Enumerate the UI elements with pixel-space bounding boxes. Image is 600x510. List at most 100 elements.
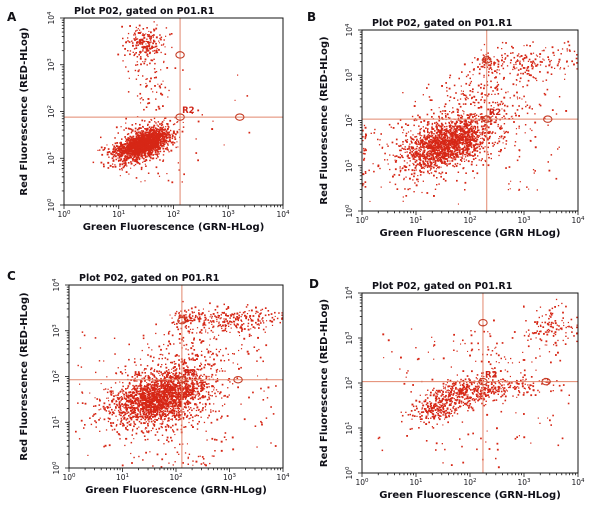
y-axis-title: Red Fluorescence (RED-HLog) [319,36,330,204]
x-axis-title: Green Fluorescence (GRN-HLog) [83,222,265,233]
y-tick-label: 101 [52,416,61,429]
x-axis-title: Green Fluorescence (GRN-HLog) [85,485,267,496]
x-tick-label: 101 [112,210,125,219]
axis-ticks [358,29,579,215]
y-tick-label: 104 [345,23,354,37]
x-tick-label: 102 [169,473,182,482]
y-tick-label: 101 [47,152,56,165]
y-tick-label: 100 [52,461,61,475]
y-tick-label: 104 [345,286,354,300]
plot-title: Plot P02, gated on P01.R1 [372,18,512,29]
x-tick-label: 100 [62,473,76,482]
y-tick-label: 102 [52,370,61,383]
x-axis-title: Green Fluorescence (GRN HLog) [380,228,561,239]
gate-handle-circle [543,115,553,123]
gate-handle-circle [177,375,187,384]
y-tick-label: 102 [345,376,354,389]
axis-ticks [60,17,284,209]
y-tick-label: 100 [345,204,354,218]
plot-frame [361,29,579,212]
scatter-points [377,298,578,469]
gate-handle-circle [481,56,492,64]
x-tick-label: 100 [57,210,71,219]
gate-handle-circle [541,377,551,386]
gate-handle-circle [478,377,488,386]
y-axis-title: Red Fluorescence (RED-HLog) [19,292,30,460]
gate-handle-circle [233,375,243,384]
panel-A: A R2 100 100 101 101 102 102 103 103 104 104 Plot P… [0,0,300,255]
scatter-points [75,300,283,468]
y-axis-title: Red Fluorescence (RED-HLog) [19,27,30,195]
x-tick-label: 103 [223,473,237,482]
y-tick-label: 102 [47,105,56,118]
panel-D: D R2 100 100 101 101 102 102 103 103 104 104 Plot P… [300,255,600,510]
y-tick-label: 100 [345,466,354,480]
gate-handle-circle [478,318,488,327]
x-tick-label: 102 [167,210,180,219]
y-axis-title: Red Fluorescence (RED-HLog) [319,299,330,467]
x-tick-label: 104 [276,473,290,482]
y-tick-label: 103 [47,58,56,72]
quadrant-gate: R2 [69,285,283,468]
y-tick-label: 104 [52,278,61,292]
gate-label: R2 [184,369,197,379]
panel-C: C R2 100 100 101 101 102 102 103 103 104 104 Plot P… [0,255,300,510]
x-tick-label: 101 [116,473,129,482]
plot-title: Plot P02, gated on P01.R1 [74,6,214,17]
quadrant-gate: R2 [362,293,578,473]
x-tick-label: 102 [463,478,476,487]
x-tick-label: 101 [409,478,422,487]
quadrant-gate: R2 [362,30,578,211]
x-tick-label: 100 [355,216,369,225]
panel-letter-B: B [307,10,317,24]
y-tick-label: 103 [345,68,354,82]
x-tick-label: 103 [517,216,531,225]
y-tick-label: 102 [345,114,354,127]
flow-plot-B: R2 100 100 101 101 102 102 103 103 104 104 Plot P02… [300,0,600,255]
x-tick-label: 100 [355,478,369,487]
scatter-points [361,40,578,205]
axis-ticks [358,292,579,477]
x-tick-label: 104 [571,478,585,487]
y-tick-label: 101 [345,159,354,172]
x-axis-title: Green Fluorescence (GRN-HLog) [379,490,561,501]
quadrant-gate: R2 [64,18,283,205]
gate-label: R2 [182,106,195,116]
axis-ticks [65,284,284,472]
y-tick-label: 103 [52,324,61,338]
gate-handle-circle [481,115,492,123]
panel-letter-A: A [7,10,17,24]
plot-title: Plot P02, gated on P01.R1 [79,273,219,284]
y-tick-label: 100 [47,198,56,212]
flow-plot-C: R2 100 100 101 101 102 102 103 103 104 104 Plot P02… [0,255,300,510]
x-tick-label: 103 [517,478,531,487]
gate-handle-circle [175,113,185,121]
gate-handle-circle [175,51,185,59]
x-tick-label: 103 [222,210,236,219]
x-tick-label: 104 [276,210,290,219]
y-tick-label: 101 [345,421,354,434]
x-tick-label: 102 [463,216,476,225]
gate-handle-circle [177,316,187,325]
panel-B: B R2 100 100 101 101 102 102 103 103 104 104 Plot P… [300,0,600,255]
plot-frame [63,17,284,206]
flow-plot-A: R2 100 100 101 101 102 102 103 103 104 104 Plot P02… [0,0,300,255]
plot-title: Plot P02, gated on P01.R1 [372,281,512,292]
y-tick-label: 103 [345,331,354,345]
x-tick-label: 104 [571,216,585,225]
gate-label: R2 [489,108,502,118]
x-tick-label: 101 [409,216,422,225]
panel-letter-C: C [7,269,16,283]
y-tick-label: 104 [47,11,56,25]
flow-plot-D: R2 100 100 101 101 102 102 103 103 104 104 Plot P02… [300,255,600,510]
panel-letter-D: D [309,277,319,291]
